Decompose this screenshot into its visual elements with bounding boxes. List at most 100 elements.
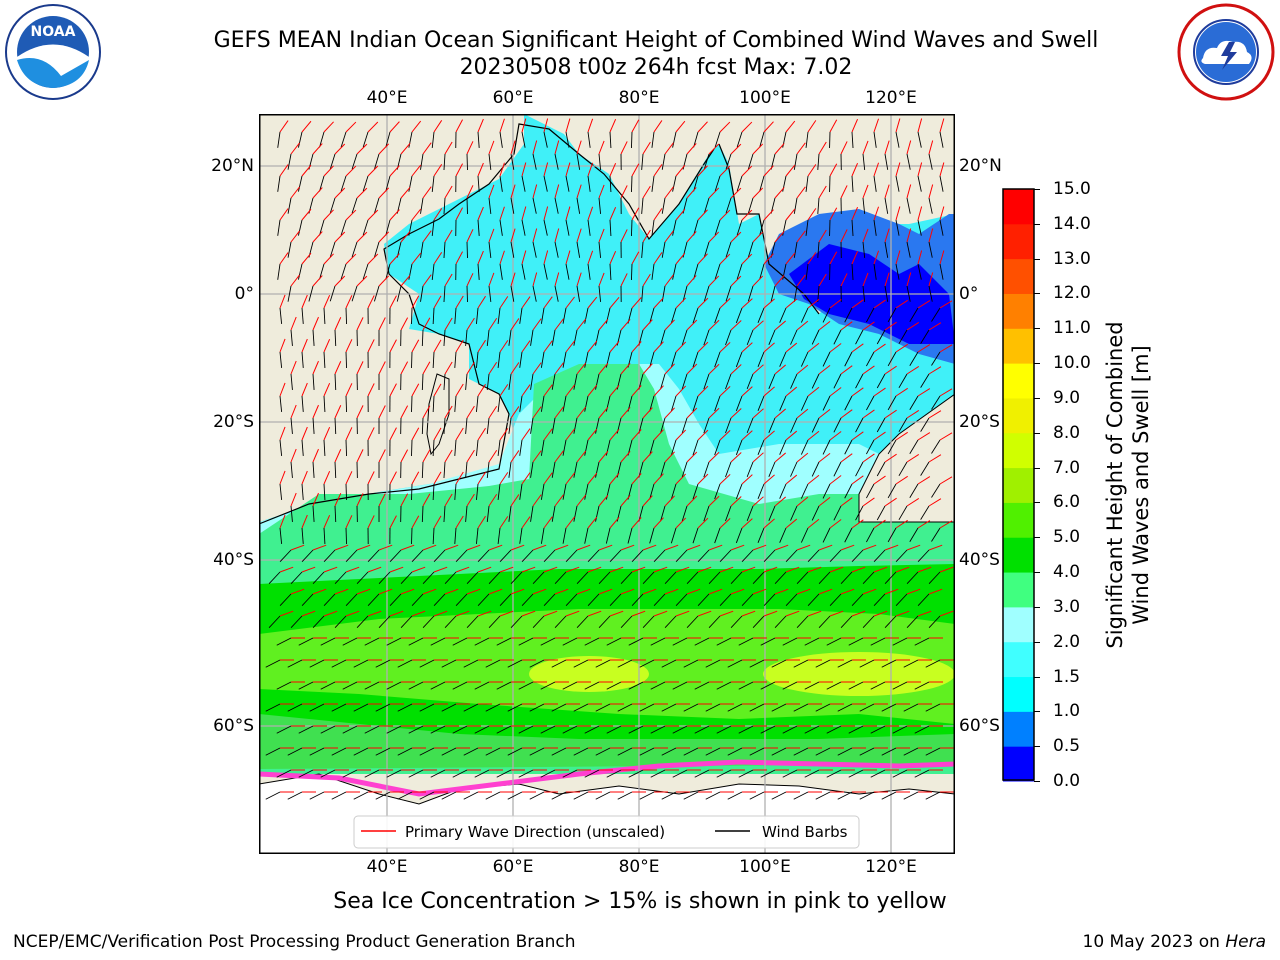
- wind-barb: [892, 769, 908, 778]
- wave-direction-arrow: [576, 318, 587, 331]
- wave-direction-arrow: [554, 140, 560, 155]
- wind-barb: [752, 571, 765, 585]
- wind-barb: [595, 461, 600, 478]
- wind-barb: [573, 373, 578, 390]
- wave-direction-arrow: [620, 273, 628, 287]
- wave-direction-arrow: [928, 410, 942, 419]
- wave-direction-arrow: [466, 361, 475, 375]
- wind-barb: [573, 703, 589, 712]
- wave-direction-arrow: [752, 588, 767, 595]
- wave-direction-arrow: [895, 299, 908, 309]
- colorbar-swatch: [1003, 363, 1034, 399]
- wave-direction-arrow: [653, 473, 664, 485]
- wave-direction-arrow: [730, 364, 742, 375]
- wave-direction-arrow: [455, 471, 464, 485]
- wind-barb: [705, 791, 721, 800]
- wind-barb: [340, 175, 347, 192]
- wind-barb: [725, 461, 732, 478]
- wave-direction-arrow: [620, 319, 631, 331]
- wind-barb: [279, 483, 283, 500]
- wave-direction-arrow: [455, 339, 464, 353]
- wind-barb: [660, 373, 666, 390]
- wind-barb: [903, 791, 919, 800]
- wind-barb: [587, 219, 591, 236]
- wind-barb: [672, 681, 688, 690]
- wind-barb: [714, 219, 721, 236]
- wind-barb: [804, 681, 820, 690]
- wind-barb: [703, 153, 710, 170]
- wind-barb: [903, 747, 919, 756]
- wind-barb: [329, 197, 336, 214]
- wind-barb: [529, 791, 545, 800]
- wave-6to7m-patch-east: [763, 652, 955, 696]
- footer-host: Hera: [1225, 932, 1266, 952]
- wind-barb: [746, 373, 754, 390]
- wind-barb: [628, 637, 644, 646]
- wind-barb: [641, 197, 644, 214]
- wave-direction-arrow: [400, 187, 411, 199]
- wind-barb: [331, 703, 347, 712]
- wind-barb: [693, 175, 699, 192]
- wind-barb: [562, 527, 567, 544]
- wind-barb: [420, 285, 424, 302]
- wind-barb: [909, 527, 919, 542]
- wind-barb: [804, 637, 820, 646]
- wave-direction-arrow: [939, 118, 945, 133]
- wave-direction-arrow: [389, 339, 397, 353]
- wind-barb: [465, 373, 468, 390]
- wind-barb: [661, 197, 666, 214]
- wind-barb: [822, 439, 831, 455]
- wave-direction-arrow: [840, 588, 855, 595]
- wind-barb: [714, 483, 721, 500]
- wind-barb: [650, 681, 666, 690]
- wave-direction-arrow: [367, 339, 375, 353]
- wind-barb: [630, 263, 633, 281]
- wind-barb: [532, 197, 537, 214]
- wind-barb: [411, 527, 413, 545]
- colorbar-swatch: [1003, 189, 1034, 225]
- wind-barb: [725, 241, 732, 258]
- wave-direction-arrow: [851, 610, 866, 617]
- wind-barb: [298, 263, 303, 280]
- wave-direction-arrow: [312, 448, 319, 463]
- wave-direction-arrow: [576, 450, 587, 463]
- wind-barb: [422, 615, 435, 629]
- wind-barb: [757, 439, 765, 456]
- wind-barb: [309, 791, 325, 800]
- wind-barb: [529, 747, 545, 756]
- wave-direction-arrow: [708, 363, 720, 375]
- wind-barb: [312, 505, 315, 522]
- wind-barb: [598, 285, 602, 302]
- wind-barb: [606, 637, 622, 646]
- wave-direction-arrow: [697, 165, 708, 177]
- wind-barb: [660, 329, 666, 346]
- wave-direction-arrow: [939, 388, 953, 397]
- wave-direction-arrow: [279, 164, 289, 177]
- wave-direction-arrow: [807, 164, 817, 177]
- wave-direction-arrow: [774, 408, 786, 419]
- wind-barb: [331, 747, 347, 756]
- wind-barb: [443, 197, 446, 214]
- wave-direction-arrow: [565, 428, 575, 441]
- wind-barb: [408, 725, 424, 734]
- wind-barb: [727, 659, 743, 668]
- wave-direction-arrow: [598, 406, 609, 419]
- wave-direction-arrow: [807, 252, 817, 265]
- wave-direction-arrow: [719, 566, 734, 573]
- wind-barb: [909, 483, 919, 498]
- sea-ice-edge: [259, 759, 955, 797]
- wind-barb: [790, 461, 798, 477]
- map-panel[interactable]: Primary Wave Direction (unscaled) Wind B…: [259, 114, 955, 854]
- wind-barb: [312, 329, 315, 346]
- wave-direction-arrow: [521, 206, 527, 221]
- wind-barb: [432, 483, 435, 501]
- wave-direction-arrow: [433, 471, 442, 485]
- wind-barb: [920, 461, 930, 476]
- wave-direction-arrow: [774, 364, 786, 375]
- wind-barb: [373, 285, 380, 302]
- wave-direction-arrow: [763, 298, 775, 309]
- wind-barb: [928, 285, 933, 302]
- noaa-logo: NOAA: [5, 4, 101, 100]
- wind-barb: [870, 725, 886, 734]
- wave-direction-arrow: [807, 386, 820, 397]
